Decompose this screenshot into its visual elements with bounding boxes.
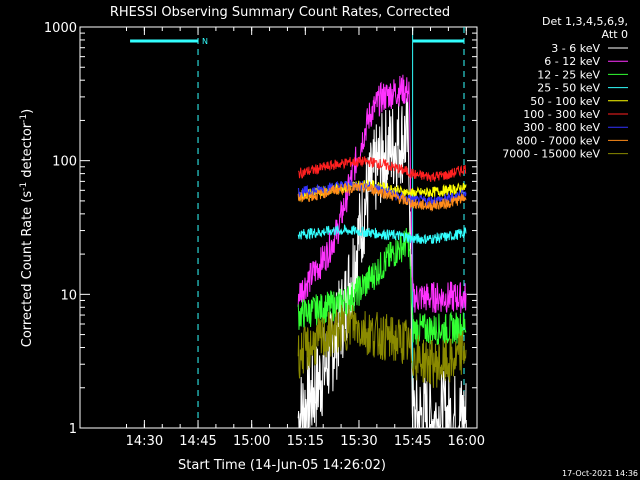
legend-label: 3 - 6 keV bbox=[551, 42, 600, 55]
series-line bbox=[297, 227, 467, 345]
x-tick-label: 15:00 bbox=[233, 434, 270, 449]
legend-header: Det 1,3,4,5,6,9, bbox=[542, 15, 628, 28]
y-tick-label: 1 bbox=[69, 422, 77, 437]
y-tick-label: 10 bbox=[60, 288, 77, 303]
legend-label: 100 - 300 keV bbox=[523, 108, 600, 121]
series-line bbox=[298, 155, 467, 183]
series-line bbox=[297, 182, 467, 212]
x-tick-label: 14:45 bbox=[179, 434, 216, 449]
x-tick-label: 16:00 bbox=[448, 434, 485, 449]
y-tick-label: 1000 bbox=[44, 21, 77, 36]
y-axis-label: Corrected Count Rate (s-1 detector-1) bbox=[19, 109, 35, 347]
legend-label: 7000 - 15000 keV bbox=[502, 148, 600, 161]
legend-label: 800 - 7000 keV bbox=[516, 134, 600, 147]
legend-label: 6 - 12 keV bbox=[544, 55, 600, 68]
series-group bbox=[297, 74, 467, 429]
axes: 1 10 100 1000 14:30 14:45 15:00 15:15 15:30 15:45… bbox=[44, 21, 485, 449]
x-tick-label: 14:30 bbox=[126, 434, 163, 449]
x-tick-label: 15:15 bbox=[287, 434, 324, 449]
series-line bbox=[297, 224, 467, 244]
series-line bbox=[297, 304, 467, 388]
legend-label: 25 - 50 keV bbox=[537, 82, 600, 95]
x-tick-label: 15:45 bbox=[394, 434, 431, 449]
chart-title: RHESSI Observing Summary Count Rates, Co… bbox=[110, 5, 450, 20]
legend-header: Att 0 bbox=[602, 28, 628, 41]
x-axis-label: Start Time (14-Jun-05 14:26:02) bbox=[178, 458, 386, 473]
legend-label: 300 - 800 keV bbox=[523, 121, 600, 134]
y-tick-label: 100 bbox=[52, 155, 77, 170]
x-tick-label: 15:30 bbox=[340, 434, 377, 449]
legend-label: 50 - 100 keV bbox=[530, 95, 600, 108]
flag-segments: N bbox=[130, 37, 464, 46]
series-line bbox=[297, 74, 467, 314]
footer-timestamp: 17-Oct-2021 14:36 bbox=[562, 469, 638, 478]
legend-label: 12 - 25 keV bbox=[537, 68, 600, 81]
y-axis-label-text: Corrected Count Rate (s-1 detector-1) bbox=[19, 109, 35, 347]
flag-label: N bbox=[202, 37, 208, 46]
plot-frame bbox=[79, 26, 478, 429]
